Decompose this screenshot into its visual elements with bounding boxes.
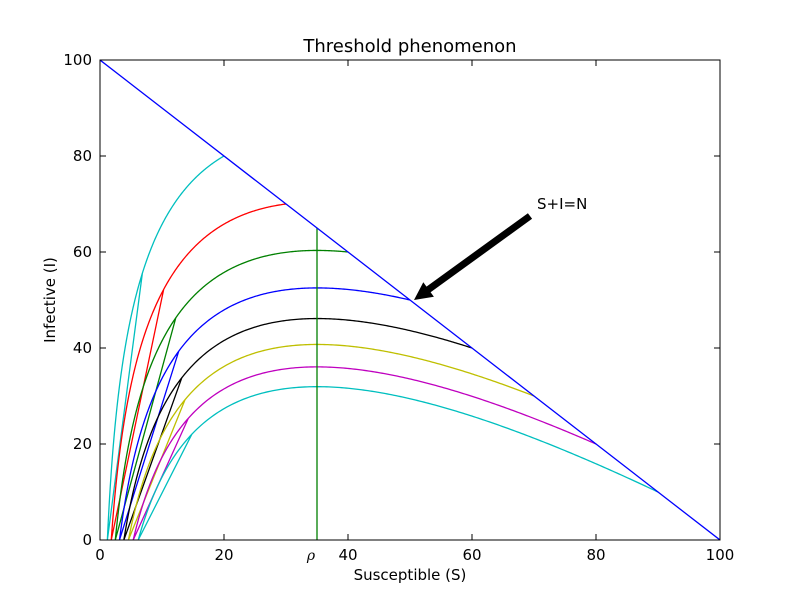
trajectory-curve-4 bbox=[118, 287, 411, 540]
boundary-line bbox=[100, 60, 720, 540]
x-axis-label: Susceptible (S) bbox=[354, 566, 467, 584]
trajectory-curve-7 bbox=[132, 366, 597, 540]
annotation-arrow bbox=[414, 213, 533, 300]
x-tick-label: 80 bbox=[586, 546, 605, 564]
rho-tick-label: ρ bbox=[306, 548, 316, 564]
y-tick-label: 20 bbox=[73, 435, 92, 453]
trajectory-curve-5 bbox=[123, 317, 473, 540]
x-axis-ticks: 0 20 40 60 80 100 bbox=[95, 60, 734, 564]
x-tick-label: 40 bbox=[338, 546, 357, 564]
plot-frame bbox=[99, 59, 721, 541]
trajectory-curve-2 bbox=[110, 203, 287, 540]
y-tick-label: 100 bbox=[63, 51, 92, 69]
trajectory-curve-8 bbox=[137, 386, 659, 540]
x-tick-label: 100 bbox=[706, 546, 735, 564]
y-axis-label: Infective (I) bbox=[41, 257, 59, 343]
plot-area bbox=[100, 60, 720, 540]
y-tick-label: 40 bbox=[73, 339, 92, 357]
x-tick-label: 20 bbox=[214, 546, 233, 564]
boundary-annotation: S+I=N bbox=[414, 195, 587, 300]
trajectory-curve-6 bbox=[127, 343, 535, 540]
y-tick-label: 60 bbox=[73, 243, 92, 261]
trajectory-curve-3 bbox=[114, 249, 349, 540]
y-tick-label: 80 bbox=[73, 147, 92, 165]
x-tick-label: 60 bbox=[462, 546, 481, 564]
trajectory-curve-1 bbox=[106, 155, 225, 540]
y-axis-ticks: 0 20 40 60 80 100 bbox=[63, 51, 720, 549]
chart-title: Threshold phenomenon bbox=[302, 36, 516, 57]
y-tick-label: 0 bbox=[82, 531, 92, 549]
x-tick-label: 0 bbox=[95, 546, 105, 564]
annotation-label: S+I=N bbox=[537, 195, 587, 213]
trajectory-curves bbox=[106, 155, 659, 540]
